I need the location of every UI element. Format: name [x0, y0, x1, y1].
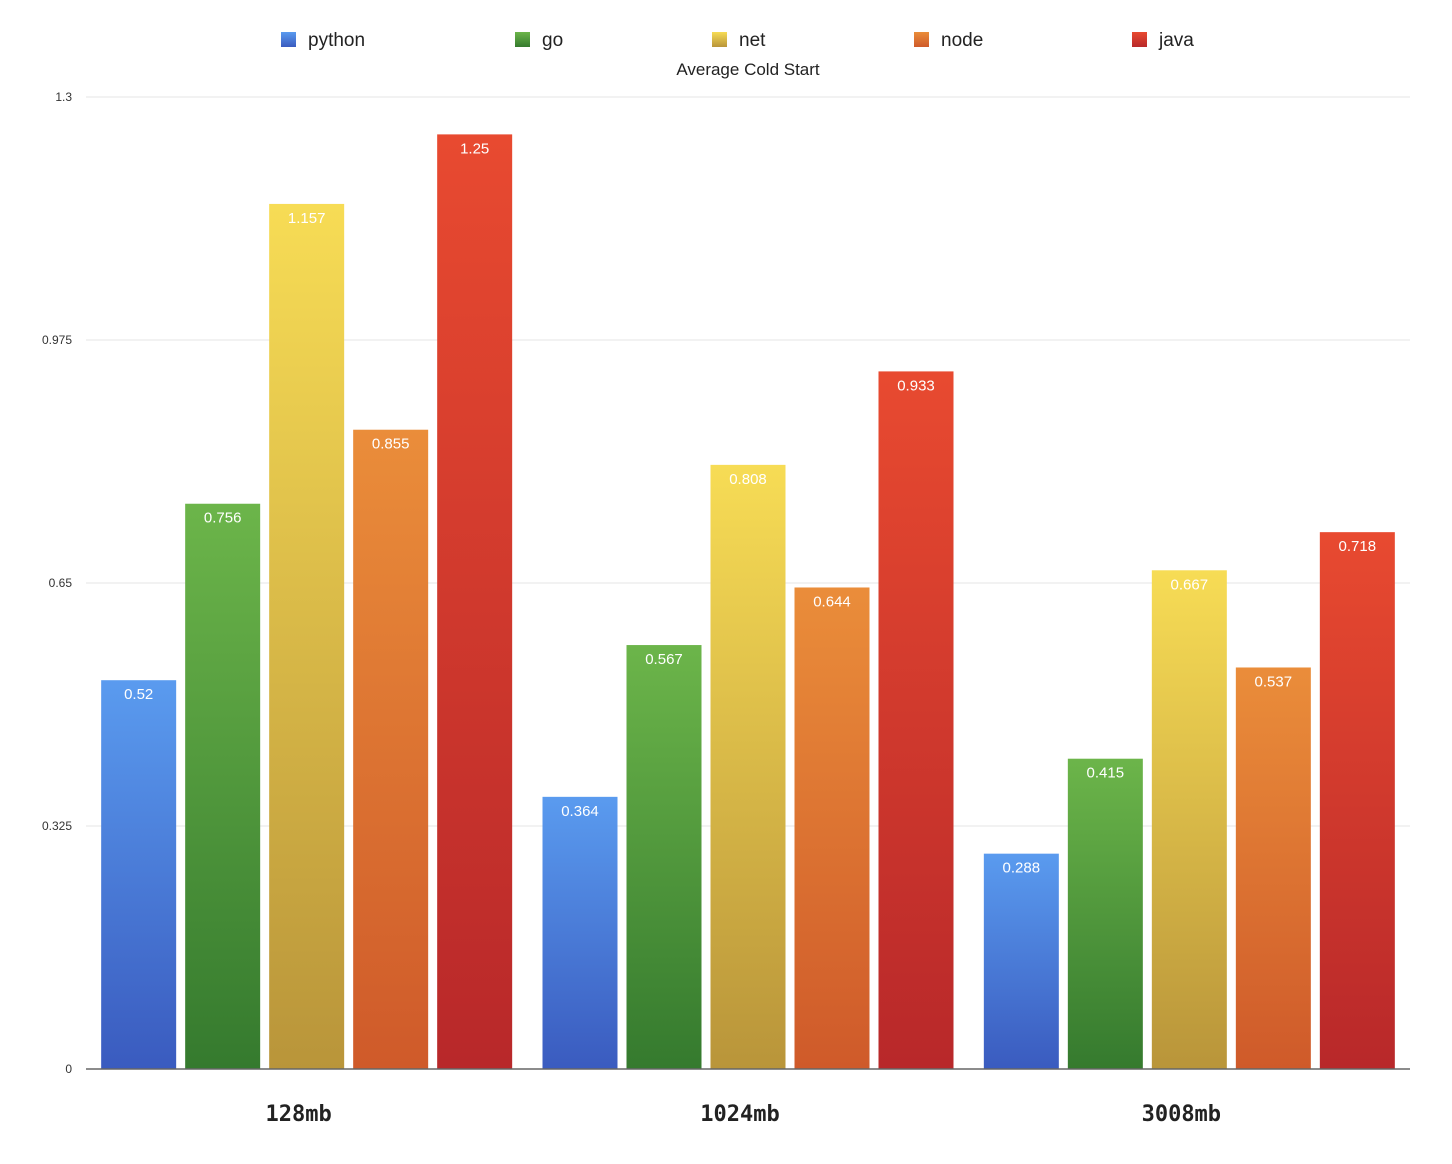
- bar-net-128mb: [269, 203, 345, 1070]
- bars: [101, 134, 1395, 1070]
- x-axis-ticks: 128mb 1024mb 3008mb: [266, 1102, 1222, 1127]
- data-label: 0.644: [813, 593, 851, 610]
- bar-java-1024mb: [878, 371, 954, 1069]
- data-label: 0.567: [645, 651, 683, 668]
- data-label: 0.756: [204, 510, 242, 527]
- legend-item-net: net: [712, 30, 766, 51]
- x-tick-label: 3008mb: [1142, 1102, 1221, 1127]
- data-label: 1.157: [288, 210, 326, 227]
- y-axis-ticks: 0 0.325 0.65 0.975 1.3: [42, 90, 72, 1076]
- bar-java-3008mb: [1319, 532, 1395, 1069]
- bar-go-128mb: [185, 503, 261, 1069]
- legend-item-java: java: [1132, 30, 1194, 51]
- y-tick-label: 0.65: [49, 576, 73, 590]
- legend-swatch: [515, 32, 530, 47]
- x-tick-label: 1024mb: [700, 1102, 779, 1127]
- bar-go-1024mb: [626, 645, 702, 1069]
- bar-node-1024mb: [794, 587, 870, 1069]
- bar-node-3008mb: [1235, 667, 1311, 1069]
- data-label: 0.667: [1171, 576, 1209, 593]
- y-tick-label: 0: [65, 1062, 72, 1076]
- data-label: 0.415: [1087, 765, 1125, 782]
- legend-swatch: [1132, 32, 1147, 47]
- bar-node-128mb: [353, 429, 429, 1069]
- legend-item-python: python: [281, 30, 365, 51]
- y-tick-label: 1.3: [55, 90, 72, 104]
- legend-label: java: [1158, 30, 1194, 51]
- x-tick-label: 128mb: [266, 1102, 332, 1127]
- legend-item-node: node: [914, 30, 983, 51]
- bar-go-3008mb: [1067, 758, 1143, 1069]
- legend-label: python: [308, 30, 365, 51]
- chart-title: Average Cold Start: [676, 60, 820, 79]
- bar-java-128mb: [437, 134, 513, 1069]
- legend-swatch: [712, 32, 727, 47]
- data-label: 0.537: [1255, 673, 1293, 690]
- bar-python-128mb: [101, 680, 177, 1069]
- bar-python-1024mb: [542, 796, 618, 1069]
- data-label: 0.364: [561, 803, 599, 820]
- data-label: 0.808: [729, 471, 767, 488]
- legend-label: go: [542, 30, 563, 51]
- bar-python-3008mb: [983, 853, 1059, 1069]
- bar-net-1024mb: [710, 464, 786, 1069]
- data-label: 0.288: [1003, 860, 1041, 877]
- data-label: 1.25: [460, 140, 489, 157]
- legend-swatch: [281, 32, 296, 47]
- bar-net-3008mb: [1151, 570, 1227, 1069]
- data-labels: 0.52 0.756 1.157 0.855 1.25 0.364 0.567 0.808 0.…: [124, 140, 1376, 876]
- legend-label: node: [941, 30, 983, 51]
- data-label: 0.933: [897, 377, 935, 394]
- data-label: 0.52: [124, 686, 153, 703]
- y-tick-label: 0.325: [42, 819, 72, 833]
- legend-item-go: go: [515, 30, 563, 51]
- legend-swatch: [914, 32, 929, 47]
- legend: python go net node java: [281, 30, 1194, 51]
- data-label: 0.718: [1339, 538, 1377, 555]
- y-tick-label: 0.975: [42, 333, 72, 347]
- legend-label: net: [739, 30, 766, 51]
- data-label: 0.855: [372, 436, 410, 453]
